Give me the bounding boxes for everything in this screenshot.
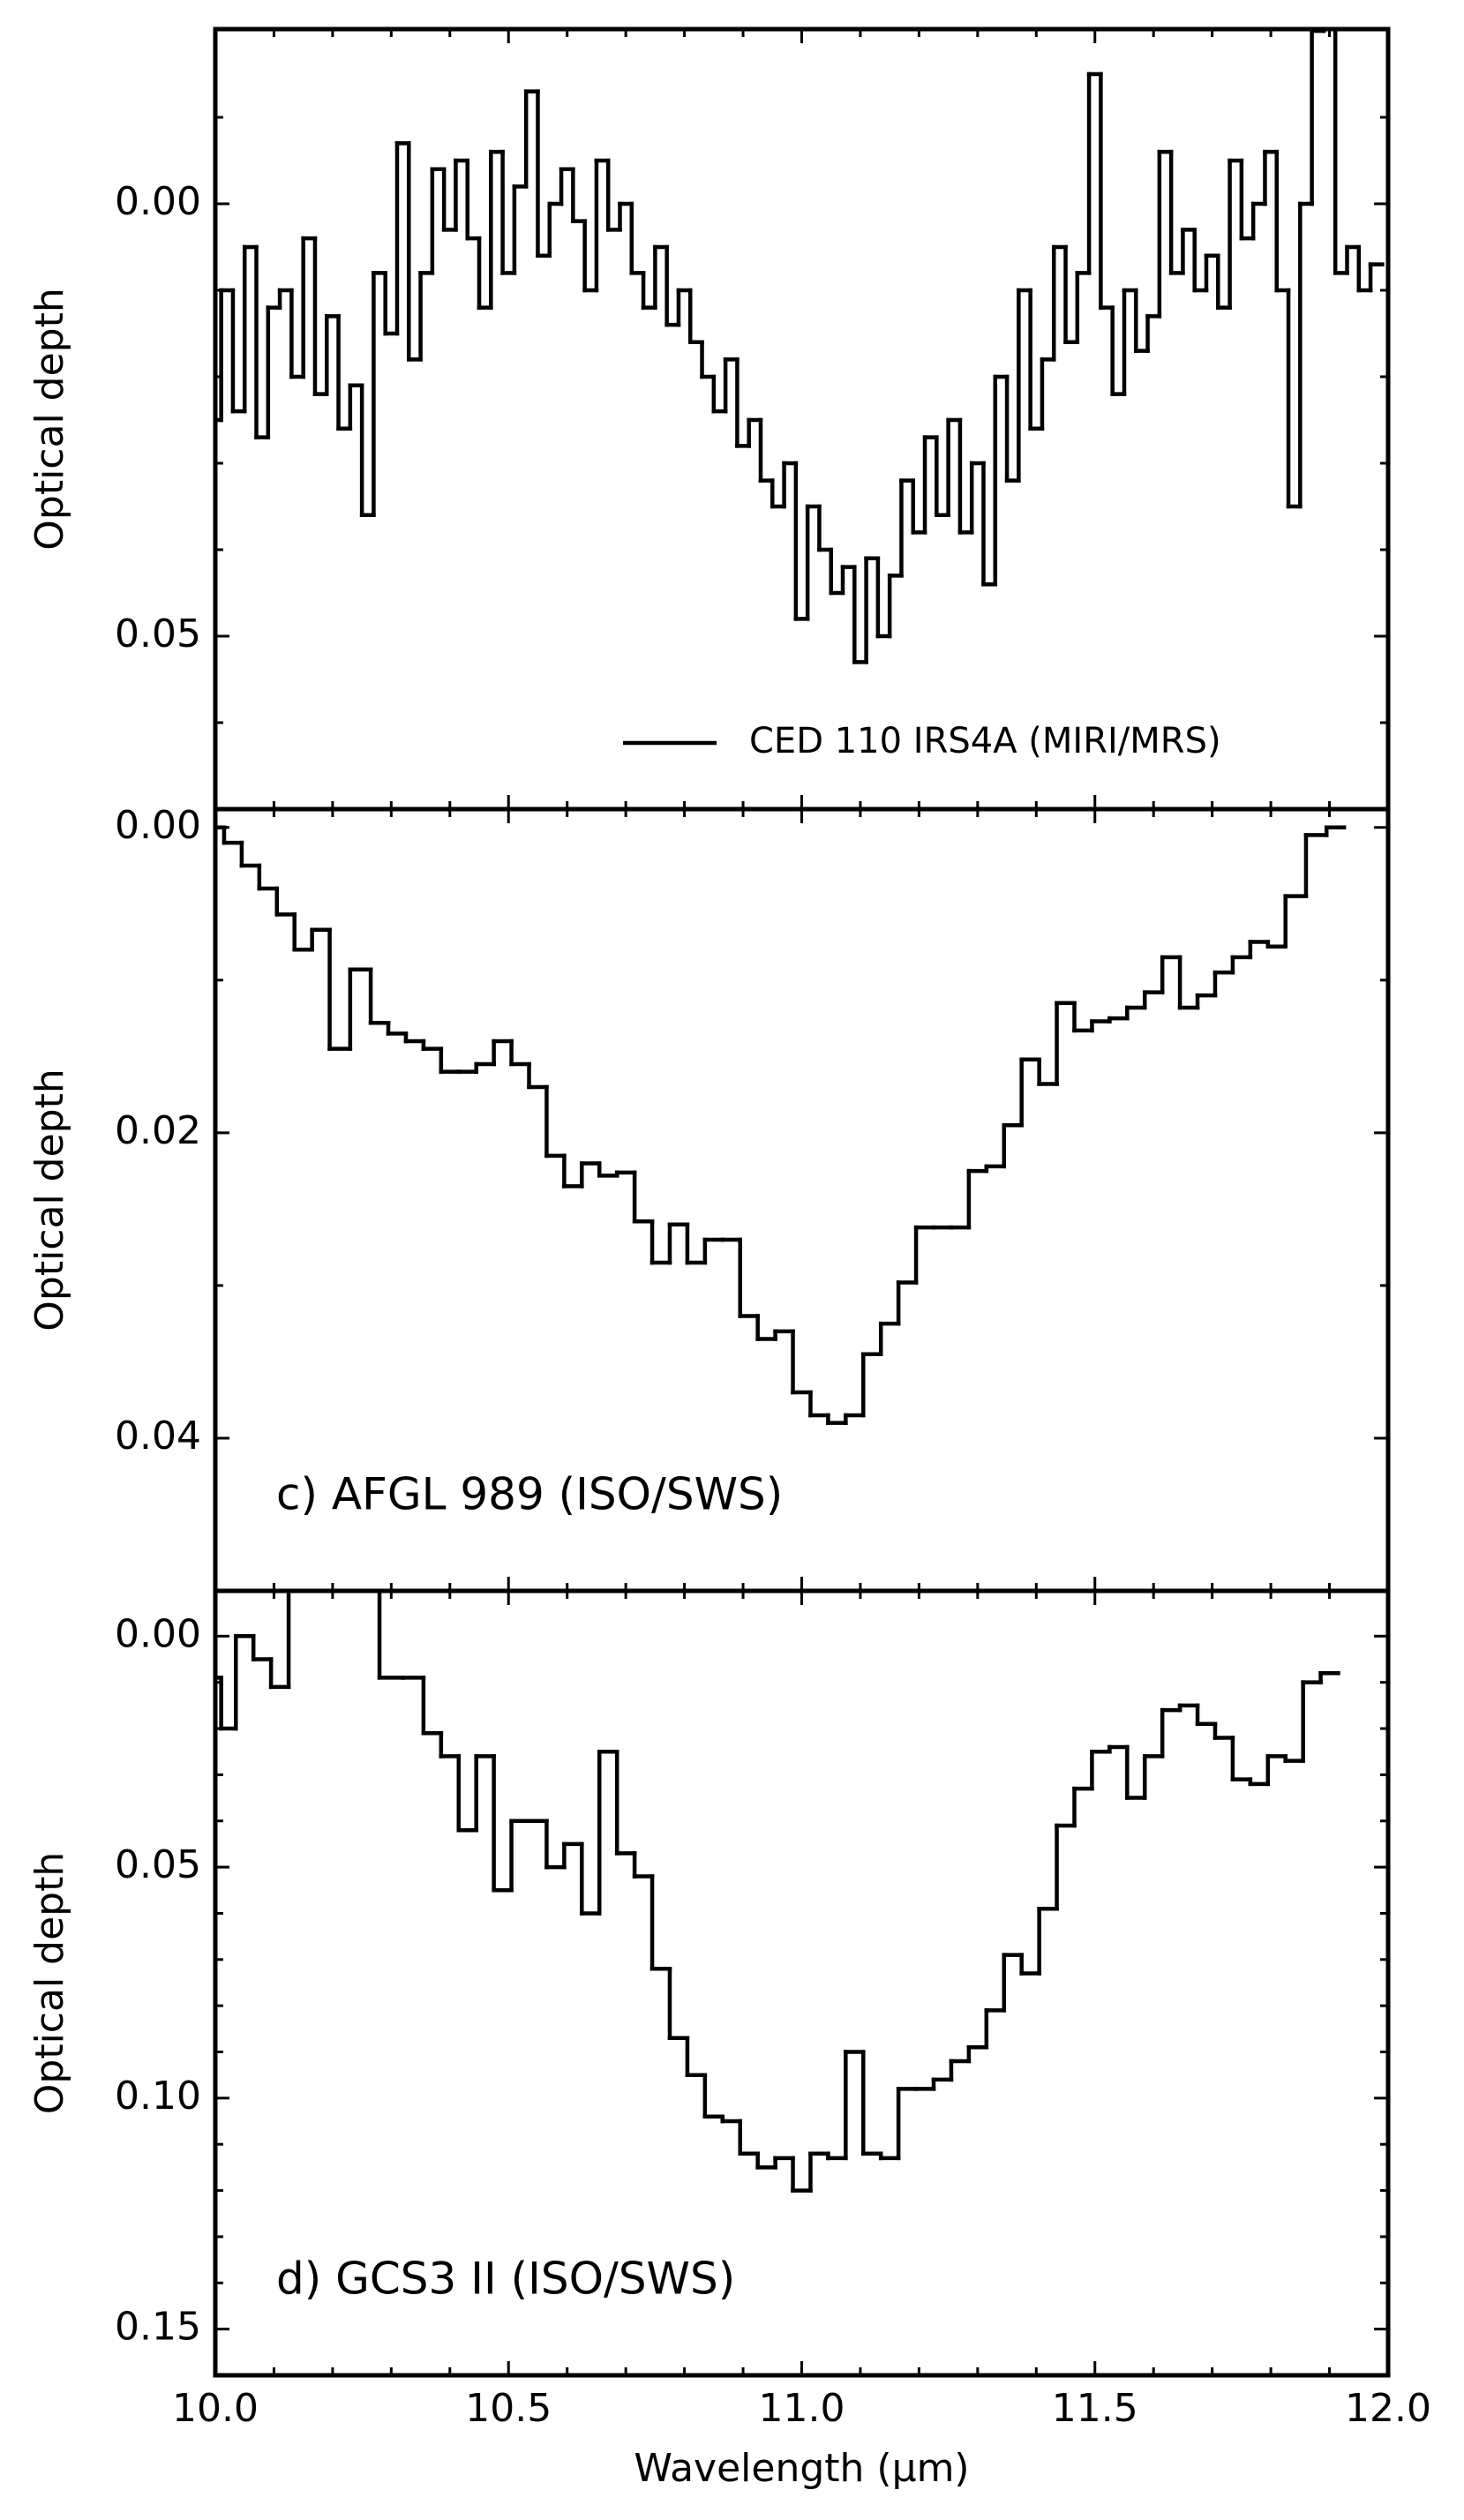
x-tick-label: 11.0 [759,2386,845,2431]
x-tick-label: 11.5 [1052,2386,1138,2431]
y-axis-label: Optical depth [27,1069,72,1331]
y-tick-label: 0.00 [115,803,201,848]
x-tick-label: 10.0 [172,2386,259,2431]
axes-frame [213,26,1391,812]
legend-label: CED 110 IRS4A (MIRI/MRS) [749,721,1221,761]
x-tick-label: 10.5 [465,2386,552,2431]
y-tick-label: 0.04 [115,1414,201,1459]
x-axis-label: Wavelength (μm) [634,2446,969,2491]
y-axis-label: Optical depth [27,1852,72,2114]
y-tick-label: 0.05 [115,1842,201,1887]
y-tick-label: 0.02 [115,1108,201,1153]
panel [215,29,1385,664]
panel [215,1591,1340,2193]
y-tick-label: 0.15 [115,2305,201,2350]
y-tick-label: 0.10 [115,2074,201,2119]
panel [215,825,1347,1425]
annotation: c) AFGL 989 (ISO/SWS) [276,1469,783,1520]
x-tick-label: 12.0 [1345,2386,1431,2431]
y-tick-label: 0.00 [115,179,201,224]
y-tick-label: 0.00 [115,1611,201,1656]
y-axis-label: Optical depth [27,288,72,550]
y-tick-label: 0.05 [115,611,201,656]
annotation: d) GCS3 II (ISO/SWS) [276,2254,735,2305]
axes-frame [213,1588,1391,2378]
